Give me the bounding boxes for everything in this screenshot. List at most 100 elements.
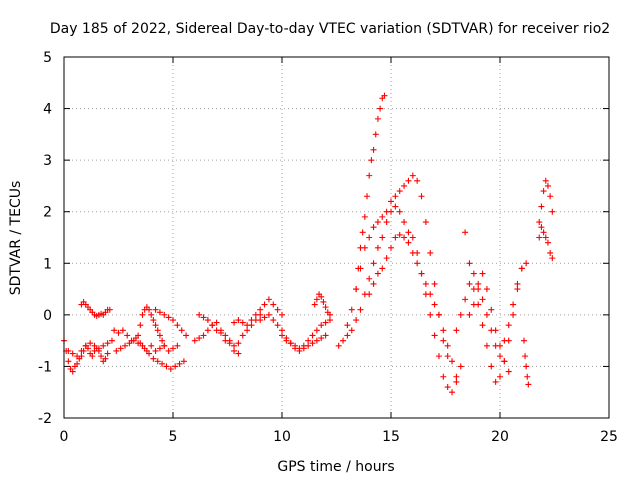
data-point	[497, 373, 503, 380]
data-point	[89, 353, 96, 360]
series-arc8	[191, 311, 264, 349]
data-point	[401, 234, 408, 241]
data-point	[431, 301, 438, 308]
data-point	[523, 363, 530, 370]
series-arc7	[152, 306, 190, 339]
data-point	[462, 229, 469, 236]
y-tick-labels: -2 -1 0 1 2 3 4 5	[38, 50, 52, 427]
data-point	[322, 332, 329, 339]
data-point	[244, 322, 251, 329]
data-point	[309, 332, 316, 339]
data-point	[492, 327, 499, 334]
data-point	[143, 347, 150, 354]
data-point	[440, 373, 447, 380]
data-point	[383, 255, 390, 262]
x-tick-label: 20	[491, 429, 509, 445]
data-point	[514, 280, 521, 287]
data-point	[322, 304, 329, 311]
data-point	[392, 234, 399, 241]
data-point	[111, 327, 118, 334]
y-tick-label: -2	[38, 411, 52, 427]
data-points	[61, 92, 556, 396]
data-point	[252, 311, 259, 318]
data-point	[344, 332, 351, 339]
series-arc19	[462, 229, 525, 385]
data-point	[396, 231, 403, 238]
data-point	[414, 177, 421, 184]
data-point	[119, 327, 126, 334]
data-point	[370, 280, 377, 287]
data-point	[479, 296, 486, 303]
data-point	[244, 327, 251, 334]
data-point	[257, 317, 264, 324]
data-point	[431, 332, 438, 339]
series-arc2	[65, 337, 115, 360]
data-point	[283, 337, 290, 344]
x-tick-labels: 0 5 10 15 20 25	[60, 429, 618, 445]
data-point	[453, 327, 460, 334]
data-point	[183, 332, 190, 339]
data-point	[239, 319, 246, 326]
data-point	[523, 260, 530, 267]
data-point	[335, 342, 342, 349]
data-point	[318, 335, 325, 342]
x-tick-label: 15	[382, 429, 400, 445]
data-point	[204, 327, 211, 334]
y-tick-label: 4	[43, 102, 52, 118]
data-point	[126, 340, 133, 347]
x-axis-label: GPS time / hours	[277, 459, 394, 475]
data-point	[148, 342, 155, 349]
data-point	[87, 340, 94, 347]
data-point	[492, 378, 499, 385]
series-arc6	[135, 304, 168, 349]
data-point	[340, 337, 347, 344]
data-point	[139, 311, 146, 318]
series-arc10	[231, 296, 285, 329]
data-point	[69, 368, 76, 375]
data-point	[257, 306, 264, 313]
data-point	[180, 358, 187, 365]
data-point	[231, 342, 238, 349]
data-point	[106, 306, 113, 313]
data-point	[422, 219, 429, 226]
data-point	[549, 255, 556, 262]
data-point	[65, 358, 72, 365]
data-point	[270, 301, 277, 308]
data-point	[536, 219, 543, 226]
chart-title: Day 185 of 2022, Sidereal Day-to-day VTE…	[50, 21, 610, 37]
x-tick-label: 10	[273, 429, 291, 445]
data-point	[444, 353, 451, 360]
data-point	[292, 342, 299, 349]
data-point	[453, 373, 460, 380]
data-point	[235, 350, 242, 357]
data-point	[82, 342, 89, 349]
data-point	[549, 208, 556, 215]
data-point	[174, 322, 181, 329]
data-point	[320, 298, 327, 305]
data-point	[435, 311, 442, 318]
data-point	[235, 317, 242, 324]
data-point	[388, 244, 394, 251]
data-point	[392, 193, 399, 200]
data-point	[444, 342, 451, 349]
data-point	[100, 342, 107, 349]
data-point	[470, 301, 477, 308]
data-point	[444, 384, 451, 391]
data-point	[165, 314, 172, 321]
data-point	[156, 345, 163, 352]
data-point	[475, 280, 482, 287]
data-point	[209, 322, 216, 329]
data-point	[361, 213, 368, 220]
data-point	[124, 332, 131, 339]
data-point	[520, 337, 527, 344]
data-point	[427, 311, 434, 318]
data-point	[326, 311, 333, 318]
series-arc17	[366, 231, 460, 380]
data-point	[152, 322, 159, 329]
data-point	[135, 340, 142, 347]
data-point	[170, 345, 176, 352]
data-point	[222, 332, 229, 339]
data-point	[538, 224, 545, 231]
series-arc14	[335, 203, 464, 396]
data-point	[427, 291, 434, 298]
